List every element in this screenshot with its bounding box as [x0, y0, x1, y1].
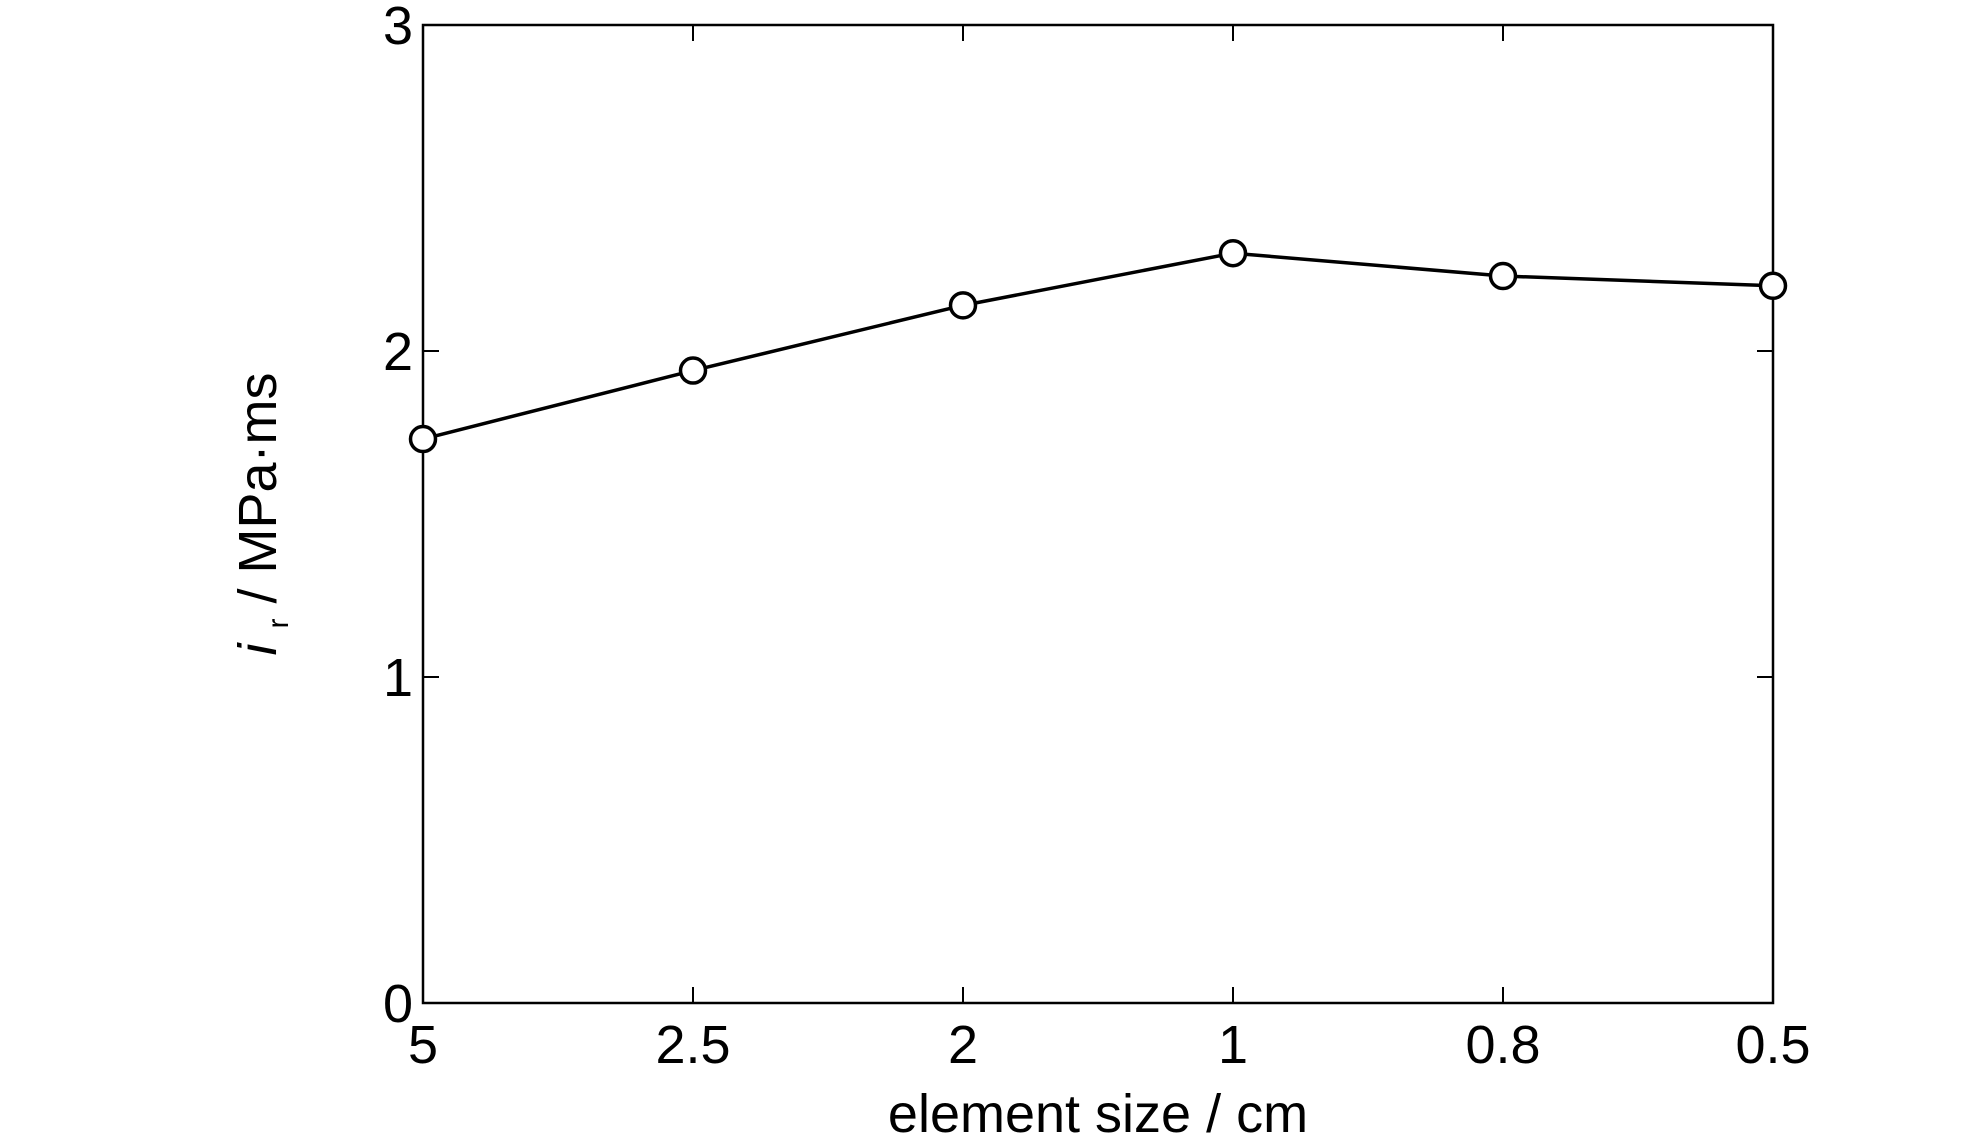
data-point-marker: [1488, 261, 1518, 291]
plot-area: [421, 23, 1775, 1005]
y-axis-ticks: 0 1 2 3: [383, 0, 1773, 1034]
x-tick-label: 0.5: [1735, 1015, 1810, 1075]
data-series: [408, 238, 1788, 454]
y-axis-unit: / MPa·ms: [228, 372, 288, 603]
x-tick-label: 5: [408, 1015, 438, 1075]
data-point-marker: [948, 291, 978, 320]
y-tick-label: 1: [383, 648, 413, 708]
x-tick-label: 1: [1218, 1015, 1248, 1075]
x-tick-label: 2: [948, 1015, 978, 1075]
y-axis-symbol: i: [228, 642, 288, 656]
data-point-marker: [408, 424, 438, 454]
y-tick-label: 0: [383, 974, 413, 1034]
y-tick-label: 3: [383, 0, 413, 56]
data-point-marker: [1218, 238, 1248, 268]
y-axis-subscript: r: [262, 619, 295, 629]
series-line: [422, 251, 1774, 441]
y-tick-label: 2: [383, 322, 413, 382]
x-axis-ticks: 5 2.5 2 1 0.8 0.5: [408, 25, 1811, 1075]
data-point-marker: [1758, 271, 1788, 301]
data-point-marker: [678, 356, 708, 385]
x-tick-label: 0.8: [1465, 1015, 1540, 1075]
x-axis-title: element size / cm: [888, 1084, 1308, 1134]
y-axis-title: i r / MPa·ms: [228, 372, 300, 655]
x-tick-label: 2.5: [655, 1015, 730, 1075]
